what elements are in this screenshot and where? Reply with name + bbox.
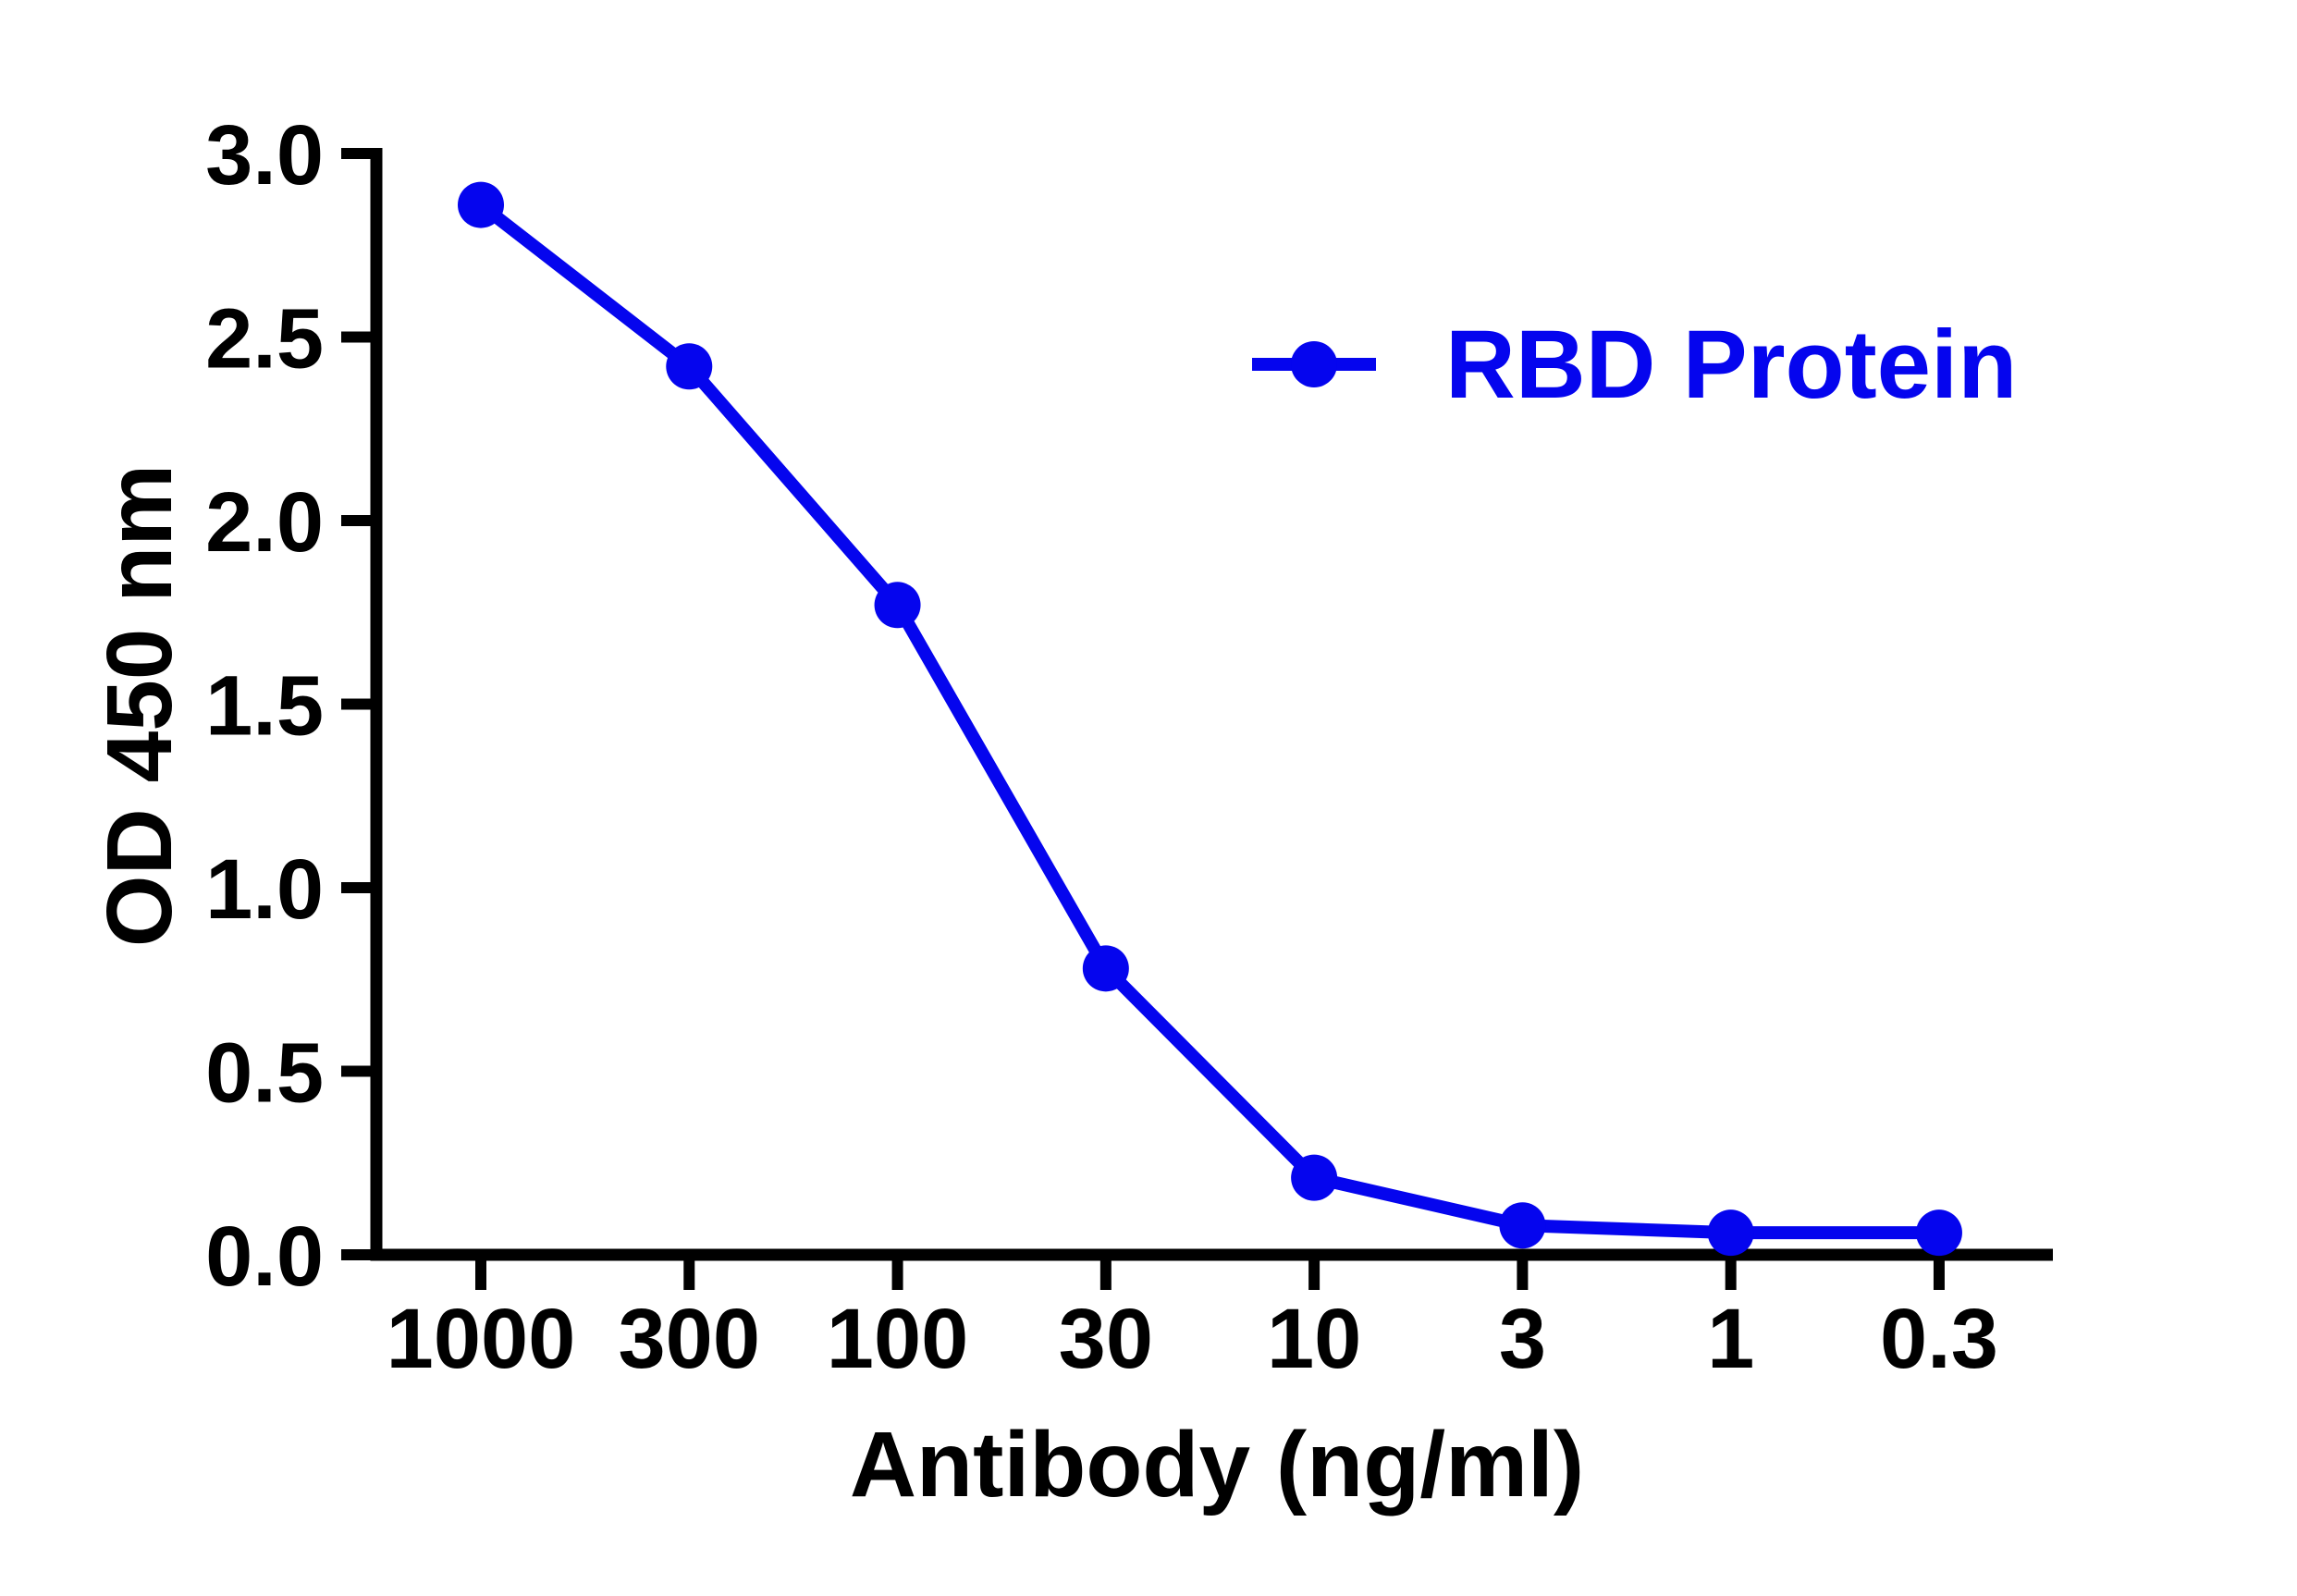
data-point-marker: [458, 181, 504, 228]
x-tick-label: 1: [1707, 1292, 1754, 1386]
y-tick-label: 1.0: [205, 842, 324, 937]
x-axis-title: Antibody (ng/ml): [850, 1413, 1584, 1516]
legend-glyph-group: [1252, 341, 1376, 387]
y-axis-title: OD 450 nm: [88, 464, 191, 947]
x-tick-label: 300: [619, 1292, 761, 1386]
y-tick-label: 0.0: [205, 1209, 324, 1304]
data-point-marker: [666, 343, 713, 390]
data-point-marker: [1915, 1209, 1962, 1257]
legend: RBD Protein: [1445, 311, 2017, 419]
legend-marker-sample: [1291, 341, 1337, 387]
y-tick-label: 2.5: [205, 292, 324, 387]
x-tick-label: 30: [1059, 1292, 1153, 1386]
y-tick-label: 1.5: [205, 659, 324, 754]
x-tick-label: 0.3: [1880, 1292, 1998, 1386]
data-point-marker: [1082, 945, 1129, 992]
series-line: [476, 200, 1939, 1240]
data-point-marker: [1707, 1209, 1754, 1257]
data-series-group: [458, 181, 1962, 1257]
y-tick-label: 3.0: [205, 108, 324, 203]
x-tick-label: 1000: [387, 1292, 576, 1386]
legend-label: RBD Protein: [1445, 311, 2017, 419]
data-point-marker: [1291, 1154, 1338, 1201]
y-tick-label: 2.0: [205, 475, 324, 570]
x-tick-label: 3: [1499, 1292, 1546, 1386]
axes-group: 0.0 0.5 1.0 1.5 2.0 2.5 3.0 1000 300 100 30 10 3 1 0.3: [205, 108, 2053, 1386]
y-tick-label: 0.5: [205, 1026, 324, 1121]
x-tick-label: 100: [827, 1292, 969, 1386]
data-point-marker: [1499, 1202, 1546, 1249]
x-tick-label: 10: [1267, 1292, 1361, 1386]
data-point-marker: [874, 582, 921, 629]
